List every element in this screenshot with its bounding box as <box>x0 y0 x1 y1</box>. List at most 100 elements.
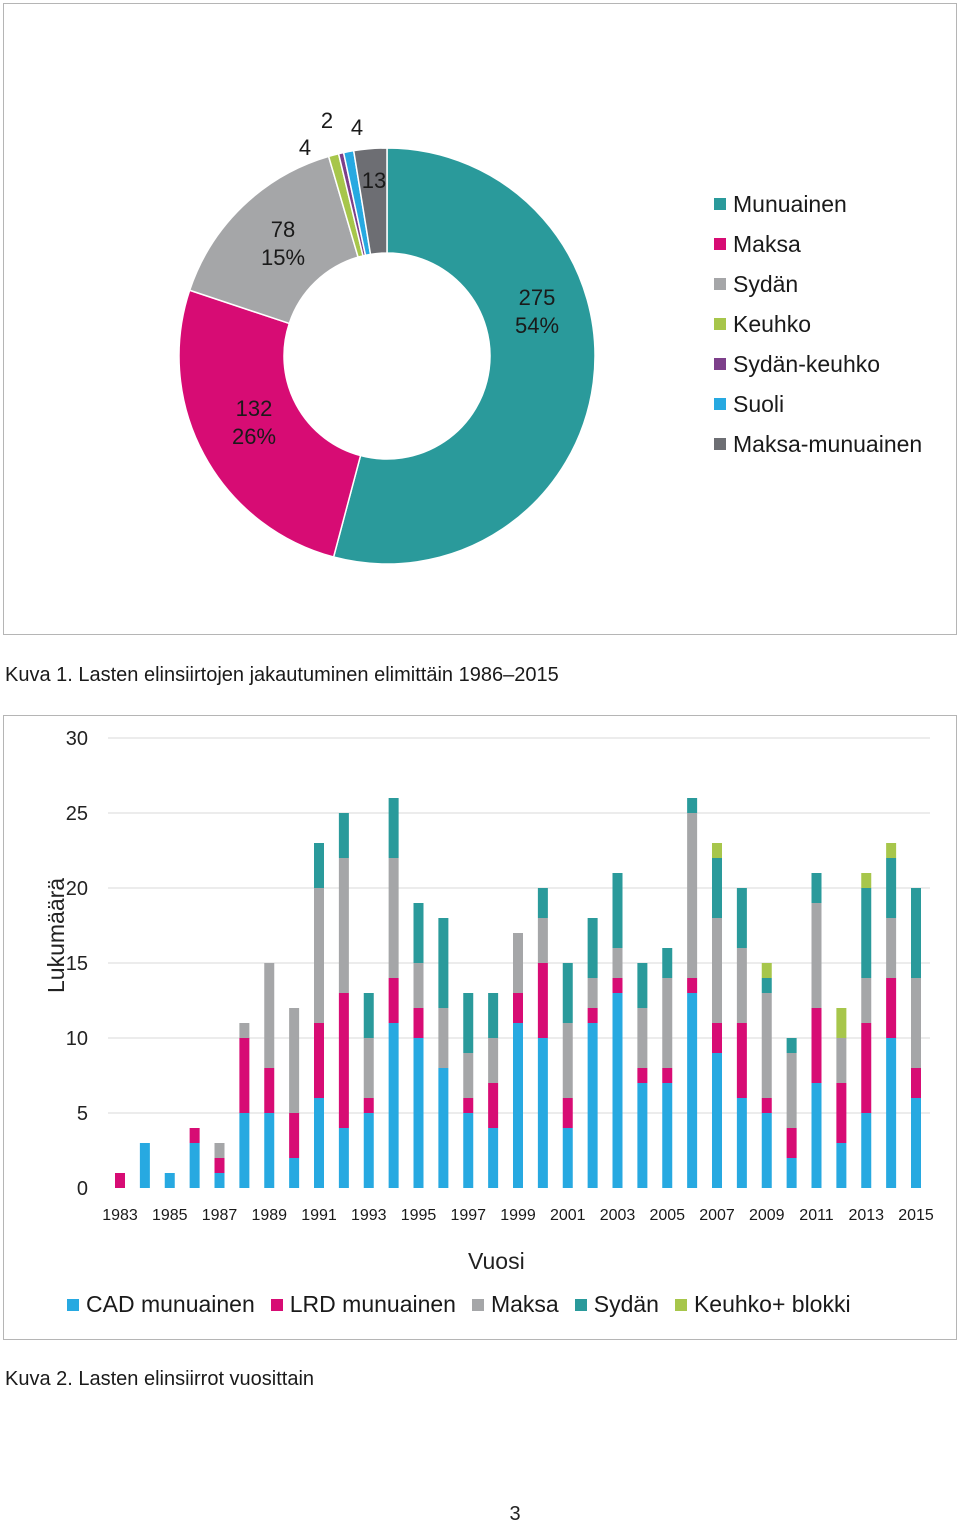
bar-segment-cad-munuainen-2015 <box>911 1098 921 1188</box>
bar-segment-cad-munuainen-1997 <box>463 1113 474 1188</box>
figure1-caption: Kuva 1. Lasten elinsiirtojen jakautumine… <box>5 664 559 686</box>
donut-slice-munuainen <box>332 147 596 565</box>
donut-slice-maksa <box>178 289 362 558</box>
bar-segment-maksa-2001 <box>562 1023 573 1098</box>
donut-slice-sydän <box>188 155 360 325</box>
bar-legend: CAD munuainen LRD munuainen Maksa Sydän … <box>67 1291 867 1318</box>
bar-segment-cad-munuainen-2013 <box>861 1113 872 1188</box>
legend-item-maksa: Maksa <box>714 224 922 264</box>
x-tick-label: 1995 <box>401 1207 437 1224</box>
bar-segment-maksa-2007 <box>712 918 722 1023</box>
x-axis-title: Vuosi <box>468 1248 525 1274</box>
donut-value-label: 4 <box>299 135 311 160</box>
x-tick-label: 1983 <box>102 1207 138 1224</box>
bar-segment-cad-munuainen-1988 <box>239 1113 250 1188</box>
bar-segment-cad-munuainen-2001 <box>562 1128 573 1188</box>
bar-segment-maksa-1998 <box>488 1038 499 1083</box>
x-tick-label: 1993 <box>351 1207 387 1224</box>
bar-segment-lrd-munuainen-2009 <box>761 1098 772 1113</box>
bar-segment-maksa-2004 <box>637 1008 648 1068</box>
bar-segment-maksa-1995 <box>413 963 424 1008</box>
donut-value-label: 4 <box>351 115 363 140</box>
bar-segment-keuhko-blokki-2007 <box>712 843 722 858</box>
bar-segment-lrd-munuainen-1989 <box>264 1068 275 1113</box>
bar-segment-keuhko-blokki-2014 <box>886 843 897 858</box>
bar-segment-cad-munuainen-1985 <box>164 1173 175 1188</box>
x-tick-label: 2007 <box>699 1207 735 1224</box>
donut-value-label: 13 <box>362 168 386 193</box>
bar-segment-maksa-2008 <box>736 948 747 1023</box>
legend-label: Keuhko+ blokki <box>693 1291 851 1317</box>
bar-segment-maksa-1990 <box>289 1008 300 1113</box>
legend-swatch <box>574 1298 587 1311</box>
donut-chart: 275 54% 132 26% 78 15% 42 4 13 <box>178 108 596 565</box>
legend-item-suoli: Suoli <box>714 384 922 424</box>
bar-segment-syd-n-2000 <box>537 888 548 918</box>
legend-swatch <box>471 1298 484 1311</box>
bar-segment-cad-munuainen-1984 <box>139 1143 150 1188</box>
legend-item-cad: CAD munuainen <box>67 1291 255 1318</box>
x-tick-label: 1991 <box>301 1207 337 1224</box>
bar-segment-syd-n-1995 <box>413 903 424 963</box>
bar-segment-maksa-1991 <box>314 888 324 1023</box>
bar-segment-cad-munuainen-2003 <box>612 993 623 1188</box>
legend-item-sydan: Sydän <box>714 264 922 304</box>
bar-segment-lrd-munuainen-1990 <box>289 1113 300 1158</box>
bar-segment-lrd-munuainen-1993 <box>363 1098 374 1113</box>
bar-segment-maksa-2005 <box>662 978 673 1068</box>
bar-segment-lrd-munuainen-2013 <box>861 1023 872 1113</box>
x-tick-label: 2015 <box>898 1207 934 1224</box>
bar-segment-cad-munuainen-2012 <box>836 1143 847 1188</box>
bar-segment-cad-munuainen-1992 <box>338 1128 349 1188</box>
legend-item-maksa: Maksa <box>471 1291 559 1318</box>
y-tick-label: 15 <box>65 953 88 975</box>
bar-segment-syd-n-1998 <box>488 993 499 1038</box>
legend-swatch <box>714 198 726 210</box>
bar-segment-maksa-1992 <box>338 858 349 993</box>
bar-segment-maksa-1989 <box>264 963 275 1068</box>
bar-segment-cad-munuainen-1989 <box>264 1113 275 1188</box>
bar-segment-cad-munuainen-2014 <box>886 1038 897 1188</box>
donut-value-label: 78 <box>271 217 295 242</box>
bar-segment-syd-n-2014 <box>886 858 897 918</box>
bar-segment-syd-n-2011 <box>811 873 822 903</box>
legend-item-sydan-keuhko: Sydän-keuhko <box>714 344 922 384</box>
x-tick-label: 2009 <box>749 1207 785 1224</box>
bar-segment-cad-munuainen-2000 <box>537 1038 548 1188</box>
bar-segment-lrd-munuainen-2003 <box>612 978 623 993</box>
donut-value-label: 275 <box>519 285 556 310</box>
bar-segment-syd-n-2004 <box>637 963 648 1008</box>
x-tick-label: 2005 <box>649 1207 685 1224</box>
legend-item-keuhko-blokki: Keuhko+ blokki <box>674 1291 851 1318</box>
bar-segment-syd-n-2010 <box>786 1038 797 1053</box>
bar-segment-cad-munuainen-1991 <box>314 1098 324 1188</box>
donut-slice-maksa-munuainen <box>352 147 388 256</box>
bar-segment-syd-n-1991 <box>314 843 324 888</box>
bar-segment-cad-munuainen-1996 <box>438 1068 449 1188</box>
bar-segment-lrd-munuainen-1999 <box>513 993 523 1023</box>
bar-segment-cad-munuainen-2008 <box>736 1098 747 1188</box>
legend-label: Munuainen <box>733 190 847 217</box>
bar-segment-maksa-2006 <box>687 813 698 978</box>
bar-segment-cad-munuainen-1987 <box>214 1173 225 1188</box>
bar-segment-cad-munuainen-1999 <box>513 1023 523 1188</box>
bar-segment-maksa-2010 <box>786 1053 797 1128</box>
bar-segment-lrd-munuainen-1997 <box>463 1098 474 1113</box>
bar-segment-syd-n-2001 <box>562 963 573 1023</box>
donut-legend: Munuainen Maksa Sydän Keuhko Sydän-keuhk… <box>714 184 922 464</box>
bar-segment-cad-munuainen-2004 <box>637 1083 648 1188</box>
bar-segment-syd-n-2008 <box>736 888 747 948</box>
donut-value-label: 132 <box>236 396 273 421</box>
y-tick-label: 30 <box>65 728 88 750</box>
bar-segment-cad-munuainen-1993 <box>363 1113 374 1188</box>
figure2-frame <box>3 715 957 1340</box>
bar-segment-maksa-2002 <box>587 978 598 1008</box>
bar-segment-cad-munuainen-2005 <box>662 1083 673 1188</box>
bar-segment-lrd-munuainen-1987 <box>214 1158 225 1173</box>
bar-segment-syd-n-2006 <box>687 798 698 813</box>
donut-value-label: 2 <box>321 108 333 133</box>
bar-segment-maksa-1996 <box>438 1008 449 1068</box>
bar-segment-syd-n-1994 <box>388 798 399 858</box>
legend-label: Maksa <box>490 1291 559 1317</box>
bar-segment-lrd-munuainen-2004 <box>637 1068 648 1083</box>
